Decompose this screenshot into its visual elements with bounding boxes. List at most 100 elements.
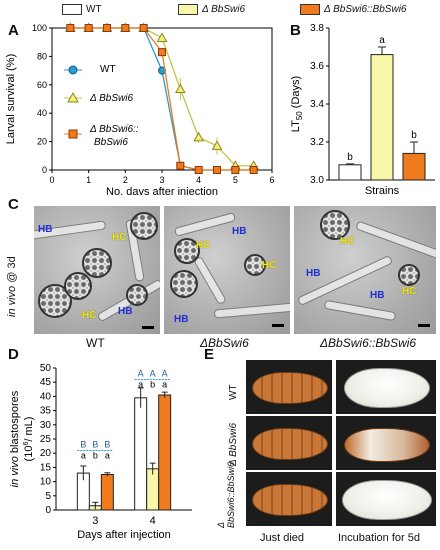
scale-bar (272, 324, 284, 327)
y-tick-label: 20 (37, 137, 47, 147)
hemocyte (320, 210, 350, 240)
y-tick-label: 30 (40, 420, 52, 431)
hypha (213, 302, 290, 319)
y-tick-label: 0 (45, 505, 51, 516)
caption-mutant: ΔBbSwi6 (200, 336, 249, 350)
label-hc: HC (262, 260, 277, 271)
x-tick-label: 4 (150, 515, 156, 527)
x-tick-label: 1 (86, 175, 91, 185)
y-tick-label: 0 (42, 165, 47, 175)
data-point (176, 161, 185, 170)
y-tick-label: 80 (37, 51, 47, 61)
data-point (139, 24, 148, 32)
larva (252, 372, 328, 404)
significance-letter-lower: a (162, 380, 167, 390)
bar (338, 164, 362, 181)
y-axis-label: in vivo blastospores (9, 390, 21, 487)
legend-item-wt: WT (62, 4, 102, 15)
micrograph-complement: HC HB HB HC (294, 206, 436, 334)
x-tick-label: 2 (123, 175, 128, 185)
hypha (355, 220, 436, 261)
hypha (173, 212, 237, 237)
col-label-incubated: Incubation for 5d (338, 532, 420, 544)
hemocyte (64, 272, 92, 300)
legend: WT Δ BbSwi6 Δ BbSwi6::BbSwi6 (0, 4, 440, 22)
legend-marker (68, 65, 78, 75)
hemocyte (82, 248, 112, 278)
legend-item-mutant: Δ BbSwi6 (178, 4, 245, 15)
legend-swatch-complement (300, 4, 320, 15)
panel-letter-c: C (8, 196, 19, 213)
y-tick-label: 40 (40, 391, 52, 402)
data-point (66, 24, 75, 32)
scale-bar (142, 326, 154, 329)
y-tick-label: 3.2 (310, 137, 324, 148)
significance-letter-upper: B (92, 440, 98, 450)
bar (402, 152, 426, 181)
series-label: Δ BbSwi6 (89, 93, 133, 104)
y-tick-label: 3.8 (310, 23, 324, 34)
y-tick-label: 10 (40, 477, 52, 488)
data-point (213, 166, 221, 174)
photo-complement-died (246, 472, 332, 526)
data-point (211, 140, 223, 150)
series-label: BbSwi6 (94, 137, 128, 148)
panel-letter-e: E (204, 346, 215, 363)
larva (344, 428, 430, 462)
hemocyte (170, 270, 198, 298)
significance-letter-upper: B (104, 440, 110, 450)
photo-wt-died (246, 360, 332, 414)
photo-complement-incubated (336, 472, 436, 526)
data-point (121, 24, 130, 32)
y-tick-label: 3.4 (310, 99, 324, 110)
y-axis-label: Larval survival (%) (5, 54, 17, 144)
significance-letter-lower: a (138, 380, 143, 390)
x-tick-label: 6 (269, 175, 274, 185)
legend-item-complement: Δ BbSwi6::BbSwi6 (300, 4, 407, 15)
panel-letter-a: A (8, 22, 19, 39)
panel-c-ylabel-italic: in vivo (6, 285, 18, 317)
significance-letter: b (411, 130, 417, 141)
y-tick-label: 15 (40, 462, 52, 473)
row-label-wt: WT (228, 384, 239, 400)
label-hc: HC (196, 240, 211, 251)
significance-letter-upper: A (162, 369, 168, 379)
x-axis-label: Days after injection (77, 529, 171, 541)
hemocyte (398, 264, 420, 286)
larva (344, 368, 430, 408)
y-tick-label: 5 (45, 491, 51, 502)
legend-marker (67, 91, 79, 103)
hemocyte (38, 284, 72, 318)
y-tick-label: 60 (37, 80, 47, 90)
caption-complement: ΔBbSwi6::BbSwi6 (320, 336, 417, 350)
data-point (249, 166, 258, 174)
panel-c-ylabel-rest: @ 3d (6, 256, 18, 286)
photo-wt-incubated (336, 360, 436, 414)
data-point (193, 131, 205, 142)
hemocyte (130, 212, 158, 240)
label-hc: HC (340, 236, 355, 247)
y-tick-label: 100 (32, 23, 47, 33)
label-hb: HB (118, 306, 133, 317)
y-axis-label: LT50 (Days) (290, 76, 304, 132)
panel-letter-d: D (8, 346, 19, 363)
hemocyte (126, 284, 148, 306)
row-label-mutant: Δ BbSwi6 (228, 422, 239, 466)
lt50-bar-chart: 3.0 3.2 3.4 3.6 3.8 LT50 (Days) b a b Strains (290, 23, 435, 195)
label-hb: HB (306, 268, 321, 279)
photo-mutant-died (246, 416, 332, 470)
micrograph-mutant: HB HC HC HB (164, 206, 290, 334)
label-hc: HC (402, 286, 417, 297)
significance-letter-upper: A (150, 369, 156, 379)
photo-mutant-incubated (336, 416, 436, 470)
larva (252, 484, 328, 516)
hypha (193, 255, 227, 306)
x-axis-label: No. days after injection (106, 186, 218, 195)
data-point (103, 24, 111, 32)
hypha (323, 299, 397, 322)
x-tick-label: 3 (159, 175, 164, 185)
caption-wt: WT (86, 336, 105, 350)
y-tick-label: 3.0 (310, 175, 324, 186)
series-label: WT (100, 64, 116, 75)
label-hc: HC (112, 232, 127, 243)
